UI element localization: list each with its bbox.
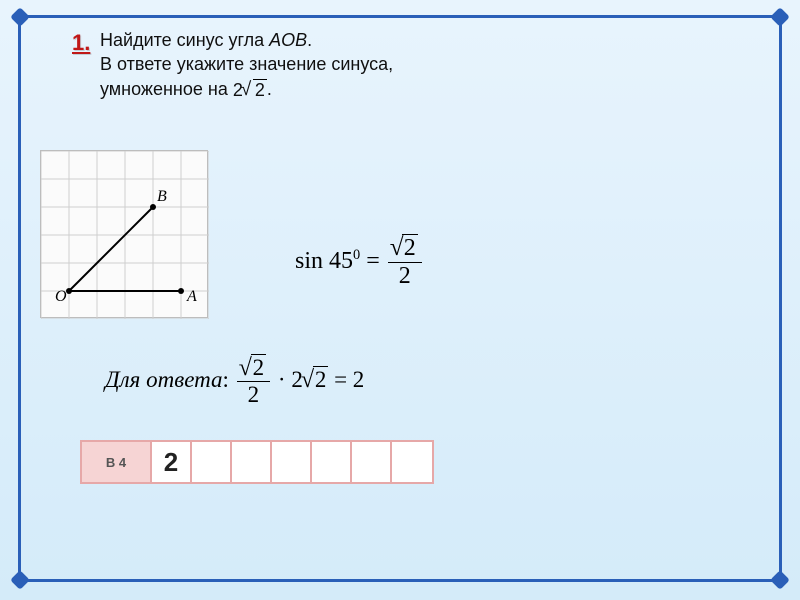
- diagram-svg: O A B: [41, 151, 209, 319]
- task-number: 1.: [72, 30, 90, 56]
- fraction: 22: [388, 235, 422, 290]
- answer-cell[interactable]: 2: [152, 442, 192, 482]
- svg-text:O: O: [55, 288, 67, 305]
- answer-cell[interactable]: [192, 442, 232, 482]
- denominator: 2: [388, 262, 422, 290]
- sin-lhs: sin 45: [295, 248, 353, 274]
- task-line3-b: .: [267, 79, 272, 99]
- task-angle: AOB: [269, 30, 307, 50]
- answer-cell[interactable]: [392, 442, 432, 482]
- svg-text:B: B: [157, 188, 167, 205]
- eq-sign: =: [328, 367, 352, 392]
- colon: :: [223, 367, 235, 392]
- answer-cell[interactable]: [232, 442, 272, 482]
- sqrt-icon: 2: [241, 355, 267, 381]
- coef-rad: 2: [313, 366, 329, 392]
- sqrt-icon: 2: [392, 235, 418, 262]
- sqrt-icon: 2: [303, 367, 329, 393]
- answer-cells: 2: [152, 442, 432, 482]
- dot-op: ·: [272, 367, 291, 392]
- angle-diagram: O A B: [40, 150, 208, 318]
- svg-text:A: A: [186, 288, 197, 305]
- mult-rad: 2: [253, 79, 267, 100]
- sin-formula: sin 450 = 22: [295, 235, 424, 290]
- answer-prefix: Для ответа: [105, 367, 223, 392]
- answer-row: В 4 2: [80, 440, 434, 484]
- task-line2: В ответе укажите значение синуса,: [100, 54, 393, 74]
- answer-cell[interactable]: [312, 442, 352, 482]
- num-rad: 2: [251, 354, 267, 380]
- task-multiplier: 22: [233, 78, 267, 102]
- num-rad: 2: [402, 234, 418, 261]
- sqrt-icon: 2: [243, 78, 267, 102]
- task-text: Найдите синус угла AOB. В ответе укажите…: [100, 28, 660, 102]
- answer-label: В 4: [82, 442, 152, 482]
- fraction: 22: [237, 355, 271, 408]
- denominator: 2: [237, 381, 271, 408]
- task-line1-b: .: [307, 30, 312, 50]
- answer-formula: Для ответа: 22 · 22 = 2: [105, 355, 364, 408]
- answer-cell[interactable]: [352, 442, 392, 482]
- answer-cell[interactable]: [272, 442, 312, 482]
- eq-sign: =: [360, 248, 386, 274]
- result: 2: [353, 367, 365, 392]
- task-line1-a: Найдите синус угла: [100, 30, 269, 50]
- task-line3-a: умноженное на: [100, 79, 233, 99]
